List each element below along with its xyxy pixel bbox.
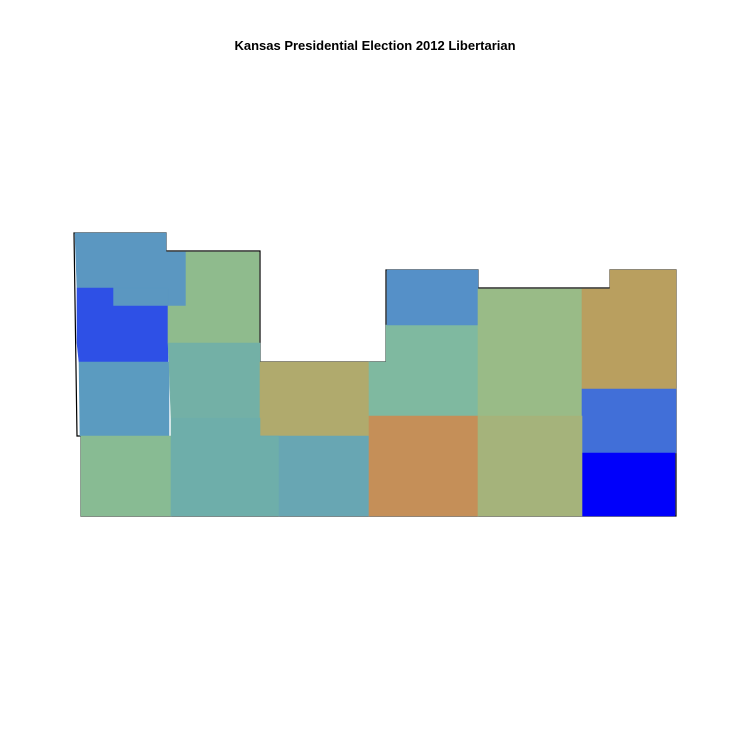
- region-nw-top-b: [112, 287, 169, 307]
- region-se-blue: [581, 452, 676, 517]
- region-ne-green: [477, 288, 583, 417]
- region-w-mid-right: [167, 342, 261, 419]
- region-c-tan: [259, 361, 370, 437]
- region-c-teal: [368, 324, 479, 417]
- region-s-teal-b: [260, 435, 370, 517]
- region-w-mid-left: [78, 361, 170, 437]
- region-s-orange: [368, 415, 479, 517]
- region-sw-green: [80, 435, 172, 517]
- region-n-blue: [386, 269, 479, 326]
- region-s-olive: [477, 415, 583, 517]
- region-e-blue: [581, 388, 677, 454]
- map-title: Kansas Presidential Election 2012 Libert…: [234, 38, 516, 53]
